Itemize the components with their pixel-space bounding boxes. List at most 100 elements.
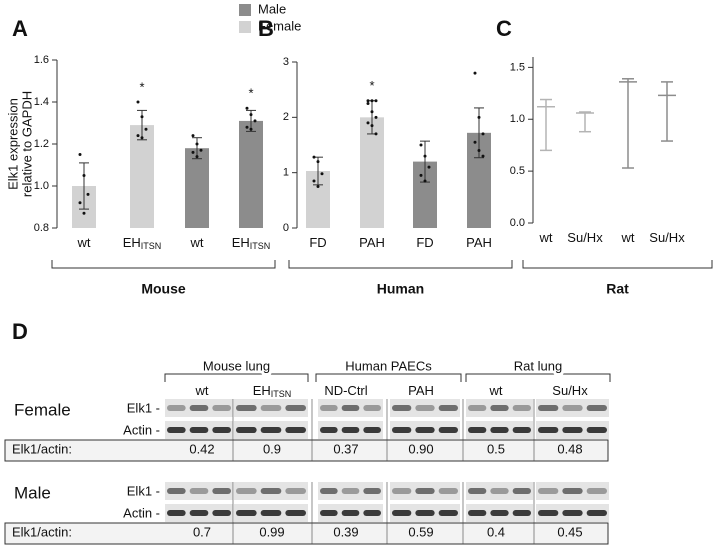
blot-band xyxy=(490,427,509,433)
group-bracket xyxy=(465,373,611,382)
data-point xyxy=(249,113,253,117)
data-point xyxy=(136,100,140,104)
ratio-box xyxy=(4,522,609,545)
x-tick-label-subscript: ITSN xyxy=(141,241,162,251)
legend-label: Female xyxy=(258,18,301,33)
data-point xyxy=(366,121,370,125)
data-point xyxy=(370,99,374,103)
data-point xyxy=(245,125,249,129)
group-bracket xyxy=(522,260,713,269)
blot-band xyxy=(586,510,607,516)
blot-band xyxy=(260,488,282,494)
blot-band xyxy=(538,488,559,494)
blot-band xyxy=(562,510,583,516)
group-label: Rat lung xyxy=(514,358,562,373)
range-bar xyxy=(619,78,637,169)
range-bar xyxy=(576,111,594,133)
lane-label-main: EH xyxy=(253,383,271,398)
blot-band xyxy=(212,427,231,433)
panel-label: B xyxy=(258,16,274,41)
ratio-label: Elk1/actin: xyxy=(12,524,72,539)
blot-band xyxy=(363,427,381,433)
data-point xyxy=(136,134,140,138)
y-tick-label: 1.6 xyxy=(34,54,49,66)
data-point xyxy=(253,119,257,123)
data-point xyxy=(366,99,370,103)
data-point xyxy=(419,143,423,147)
data-point xyxy=(249,127,253,131)
group-label: Human xyxy=(377,281,424,297)
y-tick-label: 1.4 xyxy=(34,96,49,108)
significance-marker: * xyxy=(139,79,144,94)
group-label: Mouse lung xyxy=(203,358,270,373)
data-point xyxy=(316,160,320,164)
bar xyxy=(360,117,384,228)
ratio-value: 0.42 xyxy=(189,441,214,456)
y-tick-label: 0.0 xyxy=(510,217,525,229)
y-tick-label: 0.8 xyxy=(34,222,49,234)
ratio-value: 0.9 xyxy=(263,441,281,456)
x-tick-label: wt xyxy=(190,235,204,250)
bar xyxy=(185,148,209,228)
blot-band xyxy=(236,405,257,411)
ratio-value: 0.90 xyxy=(408,441,433,456)
x-tick-label-main: EH xyxy=(232,235,250,250)
data-point xyxy=(78,153,82,156)
x-tick-label: FD xyxy=(416,235,433,250)
blot-band xyxy=(468,510,487,516)
blot-band xyxy=(538,510,559,516)
data-point xyxy=(419,173,423,177)
panel-label: A xyxy=(12,16,28,41)
x-tick-label: FD xyxy=(309,235,326,250)
band-label: Elk1 - xyxy=(127,400,160,415)
data-point xyxy=(316,185,320,188)
panel-label: C xyxy=(496,16,512,41)
lane-label: wt xyxy=(195,383,209,398)
data-point xyxy=(320,172,324,176)
lane-label-main: ND-Ctrl xyxy=(324,383,367,398)
blot-band xyxy=(260,405,282,411)
x-tick-label-main: Su/Hx xyxy=(649,230,685,245)
x-tick-label-main: wt xyxy=(190,235,204,250)
band-label: Actin - xyxy=(123,422,160,437)
data-point xyxy=(312,179,316,183)
blot-band xyxy=(320,405,338,411)
blot-band xyxy=(512,405,531,411)
blot-band xyxy=(586,405,607,411)
significance-marker: * xyxy=(248,86,253,101)
blot-band xyxy=(212,488,231,494)
x-tick-label: wt xyxy=(539,230,553,245)
data-point xyxy=(423,154,427,158)
blot-band xyxy=(586,427,607,433)
blot-band xyxy=(438,510,458,516)
blot-band xyxy=(512,488,531,494)
blot-band xyxy=(392,510,412,516)
blot-band xyxy=(392,488,412,494)
blot-band xyxy=(236,427,257,433)
range-bar xyxy=(537,98,555,152)
legend-swatch xyxy=(239,4,251,16)
blot-band xyxy=(260,510,282,516)
lane-label-main: PAH xyxy=(408,383,434,398)
blot-band xyxy=(538,405,559,411)
blot-band xyxy=(562,405,583,411)
significance-marker: * xyxy=(369,78,374,93)
band-label: Elk1 - xyxy=(127,483,160,498)
bar xyxy=(239,120,263,228)
band-label: Actin - xyxy=(123,505,160,520)
data-point xyxy=(78,201,82,205)
data-point xyxy=(82,211,86,215)
blot-band xyxy=(512,427,531,433)
x-tick-label-main: PAH xyxy=(466,235,492,250)
blot-band xyxy=(167,488,186,494)
blot-band xyxy=(512,510,531,516)
blot-band xyxy=(438,427,458,433)
data-point xyxy=(195,155,199,159)
blot-band xyxy=(167,405,186,411)
blot-band xyxy=(341,510,360,516)
blot-band xyxy=(285,405,306,411)
blot-band xyxy=(236,488,257,494)
ratio-value: 0.99 xyxy=(259,524,284,539)
y-axis-label: Elk1 expression xyxy=(5,98,20,190)
